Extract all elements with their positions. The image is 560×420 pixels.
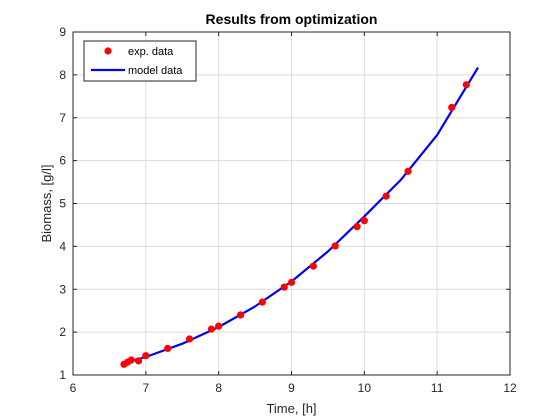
x-tick-label: 8 [215,381,222,395]
x-tick-label: 9 [288,381,295,395]
x-tick-labels: 6 7 8 9 10 11 12 [70,381,517,395]
exp-data-point [353,223,361,231]
exp-data-point [287,278,296,286]
y-tick-label: 3 [59,282,66,296]
exp-data-point [142,352,150,360]
x-tick-label: 12 [503,381,517,395]
exp-data-point [127,356,135,364]
y-tick-label: 1 [59,368,66,382]
legend-label-model-data: model data [128,65,183,77]
exp-data-point [185,335,194,343]
exp-data-point [164,344,172,353]
exp-data-point [462,81,470,89]
exp-data-point [258,298,266,306]
exp-data-point [215,322,223,330]
legend: exp. data model data [83,40,197,82]
legend-marker-exp-data [104,47,112,55]
legend-box [83,40,197,82]
y-tick-label: 2 [59,325,66,339]
y-tick-label: 5 [59,197,66,211]
exp-data-point [134,357,143,365]
exp-data-point [382,192,390,200]
y-tick-label: 4 [59,239,66,253]
y-tick-label: 6 [59,154,66,168]
y-tick-label: 8 [59,68,66,82]
exp-data-point [309,262,317,270]
x-tick-label: 11 [431,381,444,395]
x-tick-label: 6 [70,381,77,395]
y-tick-label: 9 [59,25,66,39]
exp-data-point [360,217,368,225]
ticks [72,31,511,376]
exp-data-point [236,311,245,319]
exp-data-markers [120,81,470,368]
y-axis-label: Biomass, [g/l] [39,164,54,242]
exp-data-point [280,283,288,291]
exp-data-point [331,242,339,250]
exp-data-point [404,167,412,175]
exp-data-point [448,103,456,112]
chart-title: Results from optimization [206,11,378,27]
x-tick-label: 10 [358,381,372,395]
y-tick-labels: 1 2 3 4 5 6 7 8 9 [59,25,66,382]
x-axis-label: Time, [h] [266,401,316,416]
x-tick-label: 7 [142,381,149,395]
y-tick-label: 7 [59,111,66,125]
exp-data-point [207,325,215,333]
legend-label-exp-data: exp. data [128,46,174,58]
